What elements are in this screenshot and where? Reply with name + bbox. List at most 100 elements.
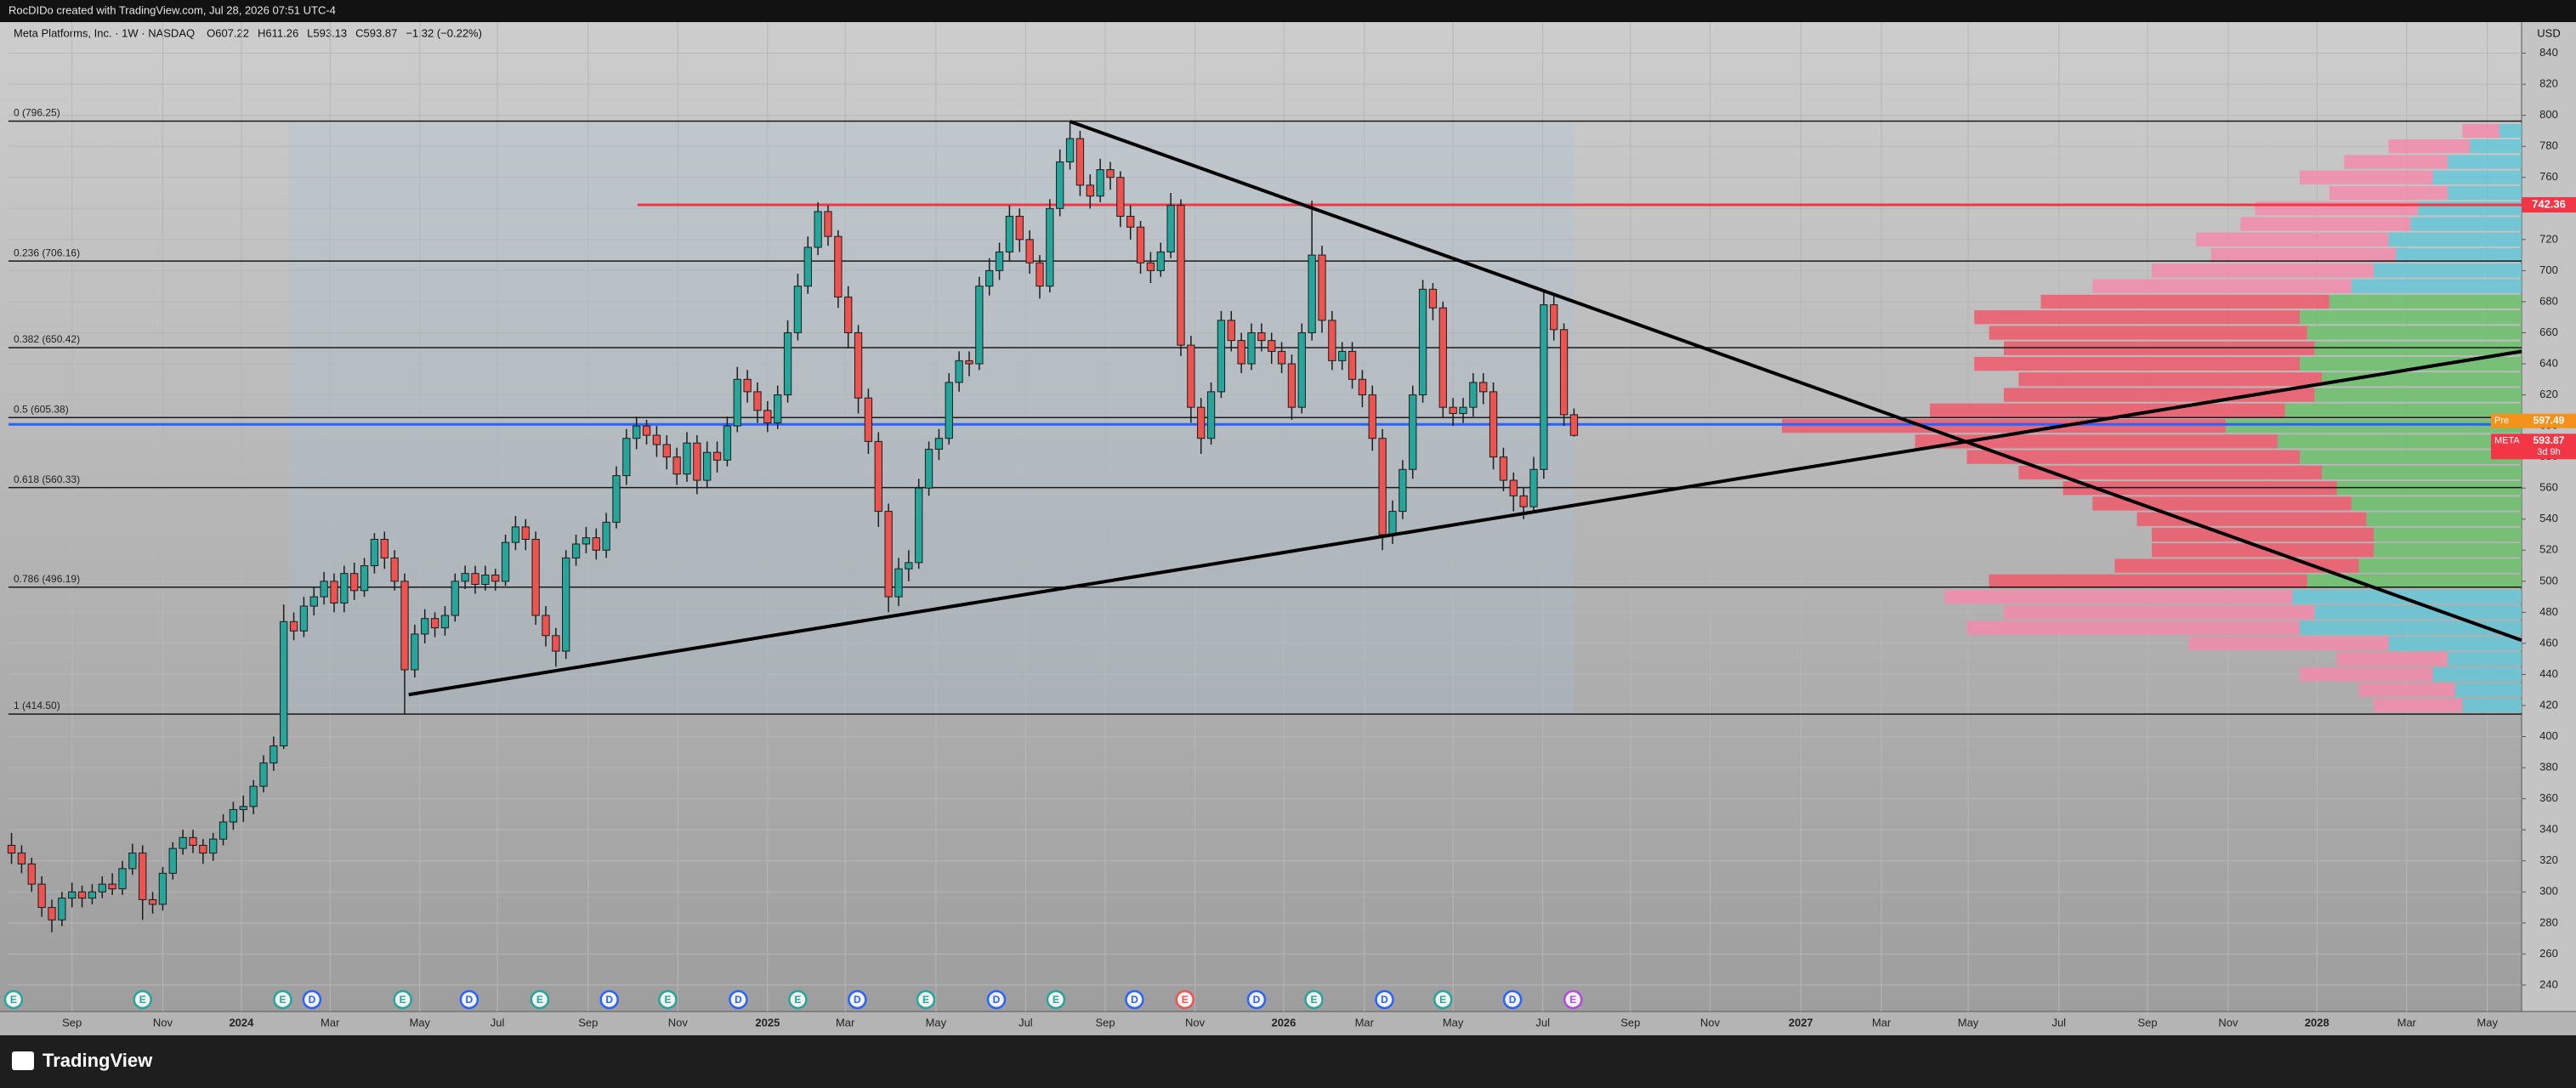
y-tick-label: 500 (2539, 574, 2558, 586)
candle-body (58, 898, 66, 921)
candle-body (1025, 239, 1034, 264)
x-tick-label: Jul (491, 1016, 505, 1028)
x-tick-label: Mar (836, 1016, 855, 1028)
volume-up (2358, 558, 2522, 573)
event-marker (273, 989, 292, 1010)
candle-body (612, 475, 621, 523)
event-marker (302, 989, 322, 1010)
volume-up (2374, 264, 2522, 278)
y-tick-label: 560 (2539, 481, 2558, 494)
event-label: E (1439, 994, 1446, 1006)
candle-body (471, 573, 479, 585)
volume-up (2470, 139, 2522, 154)
candle-body (592, 537, 600, 551)
candle-body (189, 836, 197, 846)
volume-up (2462, 698, 2522, 713)
x-tick-label: May (926, 1016, 947, 1028)
event-marker (788, 989, 808, 1010)
candle-body (491, 575, 500, 582)
x-tick-label: Sep (2138, 1016, 2158, 1028)
x-tick-label: Sep (1095, 1016, 1115, 1028)
candle-body (1075, 138, 1085, 186)
candle-body (1056, 161, 1064, 209)
y-tick-label: 520 (2539, 543, 2558, 556)
candle-body (1428, 288, 1438, 309)
volume-down (1966, 450, 2300, 464)
y-tick-label: 440 (2539, 667, 2558, 680)
candle-body (1136, 226, 1145, 264)
candle-body (148, 898, 157, 905)
candle-body (1297, 332, 1306, 408)
candle-body (270, 745, 278, 764)
event-marker (133, 989, 152, 1010)
volume-down (2210, 247, 2397, 263)
candle-body (1499, 456, 1508, 481)
event-label: D (1509, 994, 1517, 1006)
candle-body (48, 907, 56, 921)
volume-up (2388, 636, 2522, 651)
volume-down (2152, 543, 2374, 558)
volume-up (2432, 170, 2522, 184)
logo-mark (12, 1051, 34, 1070)
candle-body (1146, 262, 1155, 271)
candle-body (1418, 288, 1427, 396)
volume-down (2114, 558, 2359, 573)
x-tick-label: Mar (2397, 1016, 2417, 1028)
volume-up (2388, 232, 2522, 246)
candle-body (1287, 363, 1297, 408)
candle-body (1116, 177, 1125, 217)
candle-body (1177, 205, 1185, 346)
event-label: E (794, 994, 801, 1006)
volume-up (2277, 434, 2522, 449)
candle-body (209, 838, 218, 854)
y-tick-label: 480 (2539, 605, 2558, 618)
volume-up (2300, 620, 2522, 635)
volume-down (2240, 217, 2411, 231)
candle-body (98, 883, 106, 892)
candle-body (753, 391, 762, 411)
volume-down (2018, 372, 2323, 387)
candle-body (1399, 468, 1407, 513)
candle-body (1438, 307, 1447, 408)
volume-down (1944, 589, 2293, 604)
volume-down (1989, 574, 2307, 588)
x-tick-label: May (1958, 1016, 1979, 1028)
x-tick-label: May (1443, 1016, 1464, 1028)
candle-body (340, 573, 349, 604)
candle-body (1257, 332, 1266, 342)
candle-body (763, 410, 772, 423)
event-label: E (10, 994, 17, 1006)
event-marker (3, 989, 24, 1010)
volume-down (2188, 636, 2389, 651)
price-tag (2522, 196, 2576, 212)
x-tick-label: Nov (2218, 1016, 2238, 1028)
volume-up (2300, 450, 2522, 464)
volume-up (2374, 527, 2522, 542)
x-tick-label: 2028 (2305, 1016, 2329, 1028)
currency: USD (2537, 26, 2560, 39)
event-marker (729, 989, 748, 1010)
volume-down (1915, 434, 2278, 449)
x-tick-label: Nov (668, 1016, 689, 1028)
candle-body (199, 844, 207, 854)
candle-body (723, 425, 732, 461)
volume-down (1782, 418, 2226, 434)
event-label: E (139, 994, 146, 1006)
candle-body (552, 635, 560, 652)
y-tick-label: 820 (2539, 77, 2558, 90)
volume-up (2306, 326, 2522, 340)
candle-body (1268, 340, 1276, 352)
volume-down (2152, 264, 2374, 278)
x-tick-label: Jul (1535, 1016, 1550, 1028)
y-tick-label: 760 (2539, 170, 2558, 183)
candle-body (411, 633, 419, 671)
candle-body (421, 618, 429, 635)
candle-body (854, 332, 863, 399)
event-label: D (993, 994, 1001, 1006)
volume-down (2344, 155, 2448, 169)
candle-body (672, 456, 681, 475)
event-label: E (1053, 994, 1059, 1006)
candle-body (965, 360, 973, 365)
event-marker (1375, 989, 1394, 1010)
